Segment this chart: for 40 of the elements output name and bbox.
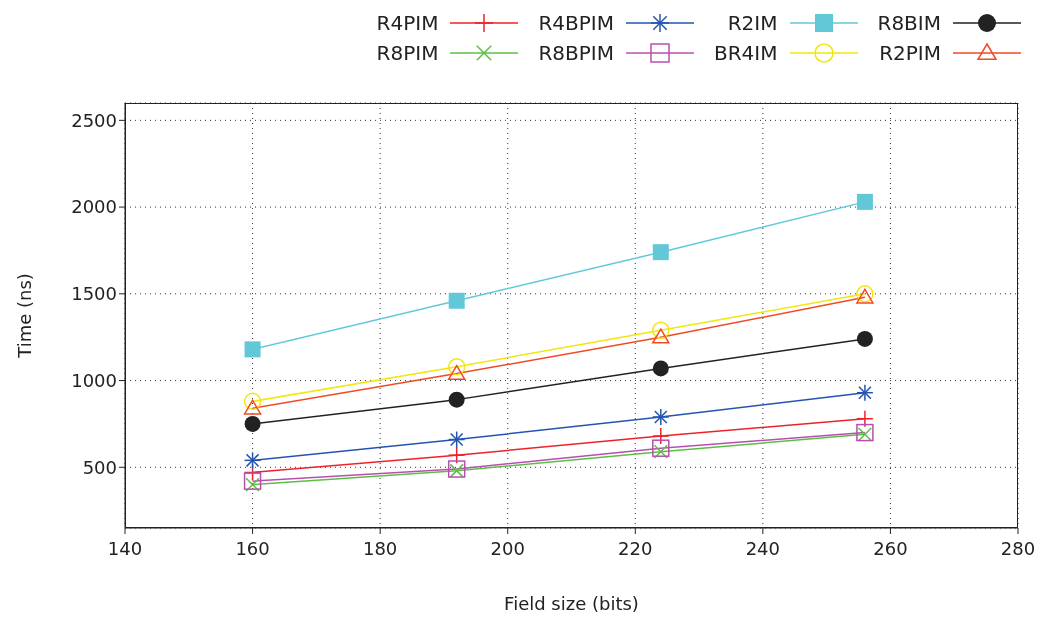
point [243, 472, 262, 490]
point [447, 357, 466, 376]
legend-label: R8PIM [376, 41, 439, 65]
x-tick-label: 280 [1000, 537, 1036, 559]
legend-label: R2PIM [879, 41, 941, 65]
legend-label: R8BIM [877, 11, 941, 35]
point [243, 399, 262, 415]
point [447, 364, 466, 380]
x-tick-label: 180 [362, 537, 398, 559]
point [244, 341, 261, 358]
point [856, 193, 873, 210]
point [652, 439, 670, 457]
x-tick-label: 140 [107, 537, 143, 559]
point [652, 328, 670, 344]
x-tick-label: 220 [618, 537, 653, 559]
point [856, 423, 874, 442]
x-tick-label: 240 [745, 537, 781, 559]
point [448, 391, 465, 408]
y-tick-label: 1500 [71, 283, 117, 305]
x-axis-title: Field size (bits) [504, 593, 639, 614]
legend-label: R4PIM [376, 11, 439, 35]
point [856, 330, 873, 347]
y-tick-label: 1000 [71, 369, 117, 391]
point [244, 415, 261, 432]
x-tick-label: 200 [490, 537, 525, 559]
x-tick-label: 260 [873, 537, 908, 559]
point [652, 321, 670, 339]
y-tick-label: 500 [82, 456, 117, 478]
legend-label: R4BPIM [538, 11, 614, 35]
legend-label: BR4IM [714, 41, 778, 65]
y-axis-title: Time (ns) [14, 273, 36, 359]
legend-label: R2IM [727, 11, 778, 35]
legend-label: R8BPIM [538, 41, 614, 65]
x-tick-label: 160 [235, 537, 270, 559]
y-tick-label: 2500 [71, 109, 117, 131]
point [652, 360, 669, 377]
point [448, 292, 465, 309]
point [243, 392, 262, 411]
y-tick-label: 2000 [71, 196, 117, 218]
point [652, 244, 669, 261]
